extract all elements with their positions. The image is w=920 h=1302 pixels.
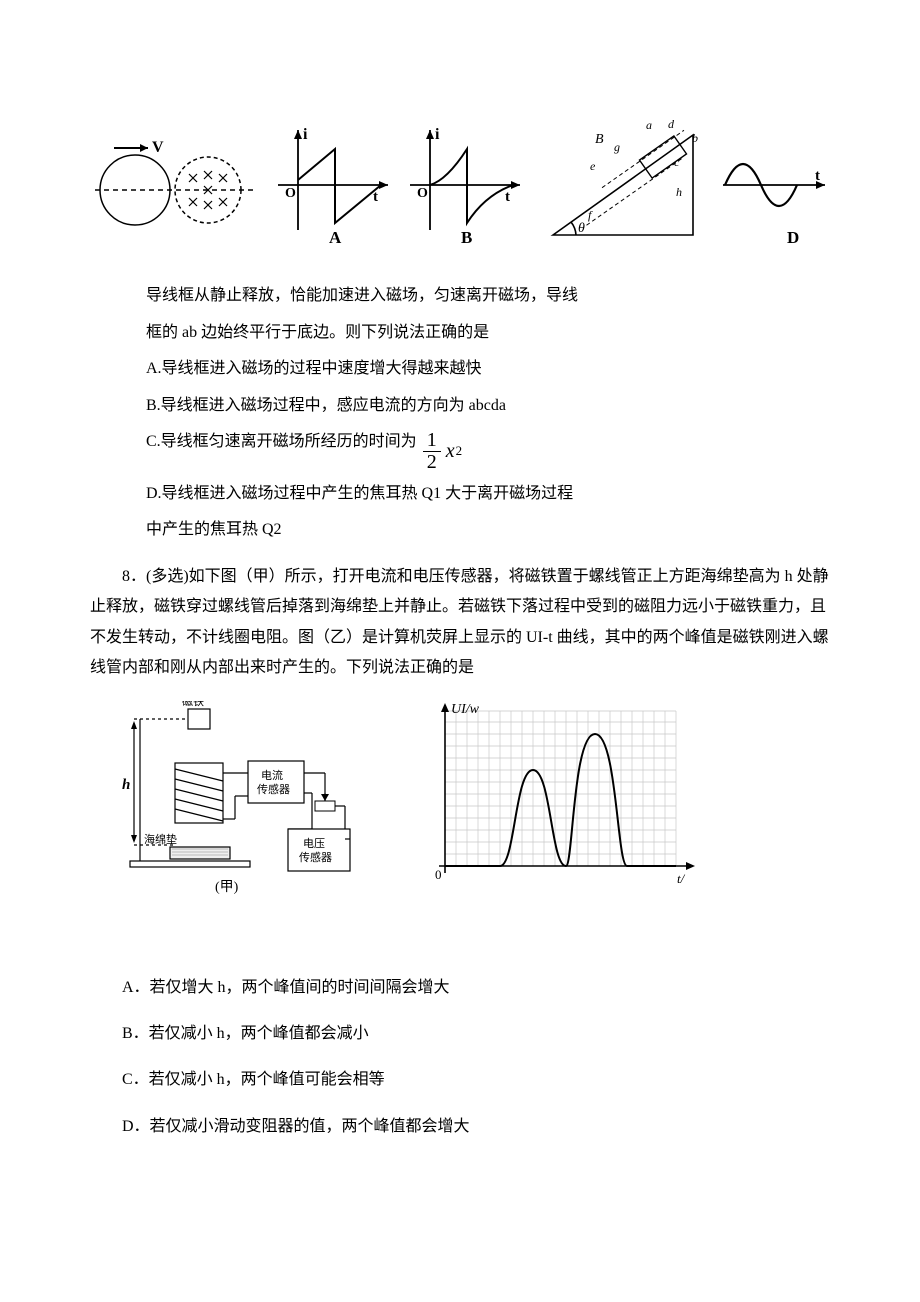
lbl-d: d [668, 120, 675, 131]
q8-opt-b: B．若仅减小 h，两个峰值都会减小 [122, 1019, 830, 1049]
lbl-h: h [676, 185, 682, 199]
label-v: V [152, 139, 164, 156]
lbl-vol2: 传感器 [299, 851, 332, 864]
fig-apparatus: 磁铁 h 电流 传感器 电压 传感器 海绵垫 (甲) [120, 701, 375, 912]
lbl-h: h [122, 777, 130, 793]
label-a: A [329, 228, 342, 245]
origin-a: O [285, 186, 296, 201]
caption-jia: (甲) [215, 880, 239, 895]
lbl-e: e [590, 159, 596, 173]
fig-plot-a: i O t A [273, 125, 393, 256]
q7-opt-c: C.导线框匀速离开磁场所经历的时间为 1 2 x2 [146, 427, 830, 473]
q7-c-pre: C.导线框匀速离开磁场所经历的时间为 [146, 433, 417, 450]
lbl-sponge: 海绵垫 [144, 832, 177, 846]
label-b: B [461, 228, 472, 245]
q7-opt-d2: 中产生的焦耳热 Q2 [146, 515, 830, 545]
axis-t-a: t [373, 189, 378, 205]
fig-plot-d: t D [715, 125, 830, 256]
q8-opt-a: A．若仅增大 h，两个峰值间的时间间隔会增大 [122, 973, 830, 1003]
lbl-b: b [692, 131, 698, 145]
lbl-vol1: 电压 [303, 837, 325, 850]
axis-i-b: i [435, 126, 440, 143]
fig-incline: B a b d c g e h f θ [538, 120, 703, 261]
frac-den: 2 [423, 452, 441, 473]
lbl-cur2: 传感器 [257, 783, 290, 796]
lbl-theta: θ [578, 221, 585, 236]
frac-x: x [446, 432, 455, 470]
xlabel: t/ [677, 871, 686, 886]
figure-row-top: V [90, 120, 830, 261]
lbl-cur1: 电流 [261, 768, 283, 782]
lbl-c: c [674, 155, 680, 169]
label-d: D [787, 228, 799, 245]
q7-opt-b: B.导线框进入磁场过程中，感应电流的方向为 abcda [146, 391, 830, 421]
q7-opt-a: A.导线框进入磁场的过程中速度增大得越来越快 [146, 354, 830, 384]
axis-t-d: t [815, 168, 820, 184]
frac-exp: 2 [456, 439, 463, 464]
q8-opt-c: C．若仅减小 h，两个峰值可能会相等 [122, 1065, 830, 1095]
lbl-a: a [646, 120, 652, 132]
fig-plot-b: i O t B [405, 125, 525, 256]
q7-line1: 导线框从静止释放，恰能加速进入磁场，匀速离开磁场，导线 [146, 281, 830, 311]
lbl-g: g [614, 140, 620, 154]
q7-opt-d: D.导线框进入磁场过程中产生的焦耳热 Q1 大于离开磁场过程 [146, 479, 830, 509]
lbl-f: f [588, 208, 593, 222]
origin-0: 0 [435, 867, 442, 882]
q7-line2: 框的 ab 边始终平行于底边。则下列说法正确的是 [146, 318, 830, 348]
fig-ui-t-graph: UI/w 0 t/ [415, 701, 705, 907]
frac-num: 1 [423, 430, 441, 452]
lbl-magnet: 磁铁 [182, 701, 204, 708]
axis-i-a: i [303, 126, 308, 143]
figure-row-8: 磁铁 h 电流 传感器 电压 传感器 海绵垫 (甲) [120, 701, 830, 912]
fig-circles: V [90, 130, 260, 251]
ylabel: UI/w [451, 702, 480, 717]
lbl-B: B [595, 132, 604, 147]
axis-t-b: t [505, 189, 510, 205]
q8-lead: 8．(多选)如下图（甲）所示，打开电流和电压传感器，将磁铁置于螺线管正上方距海绵… [90, 562, 830, 684]
q8-opt-d: D．若仅减小滑动变阻器的值，两个峰值都会增大 [122, 1112, 830, 1142]
origin-b: O [417, 186, 428, 201]
